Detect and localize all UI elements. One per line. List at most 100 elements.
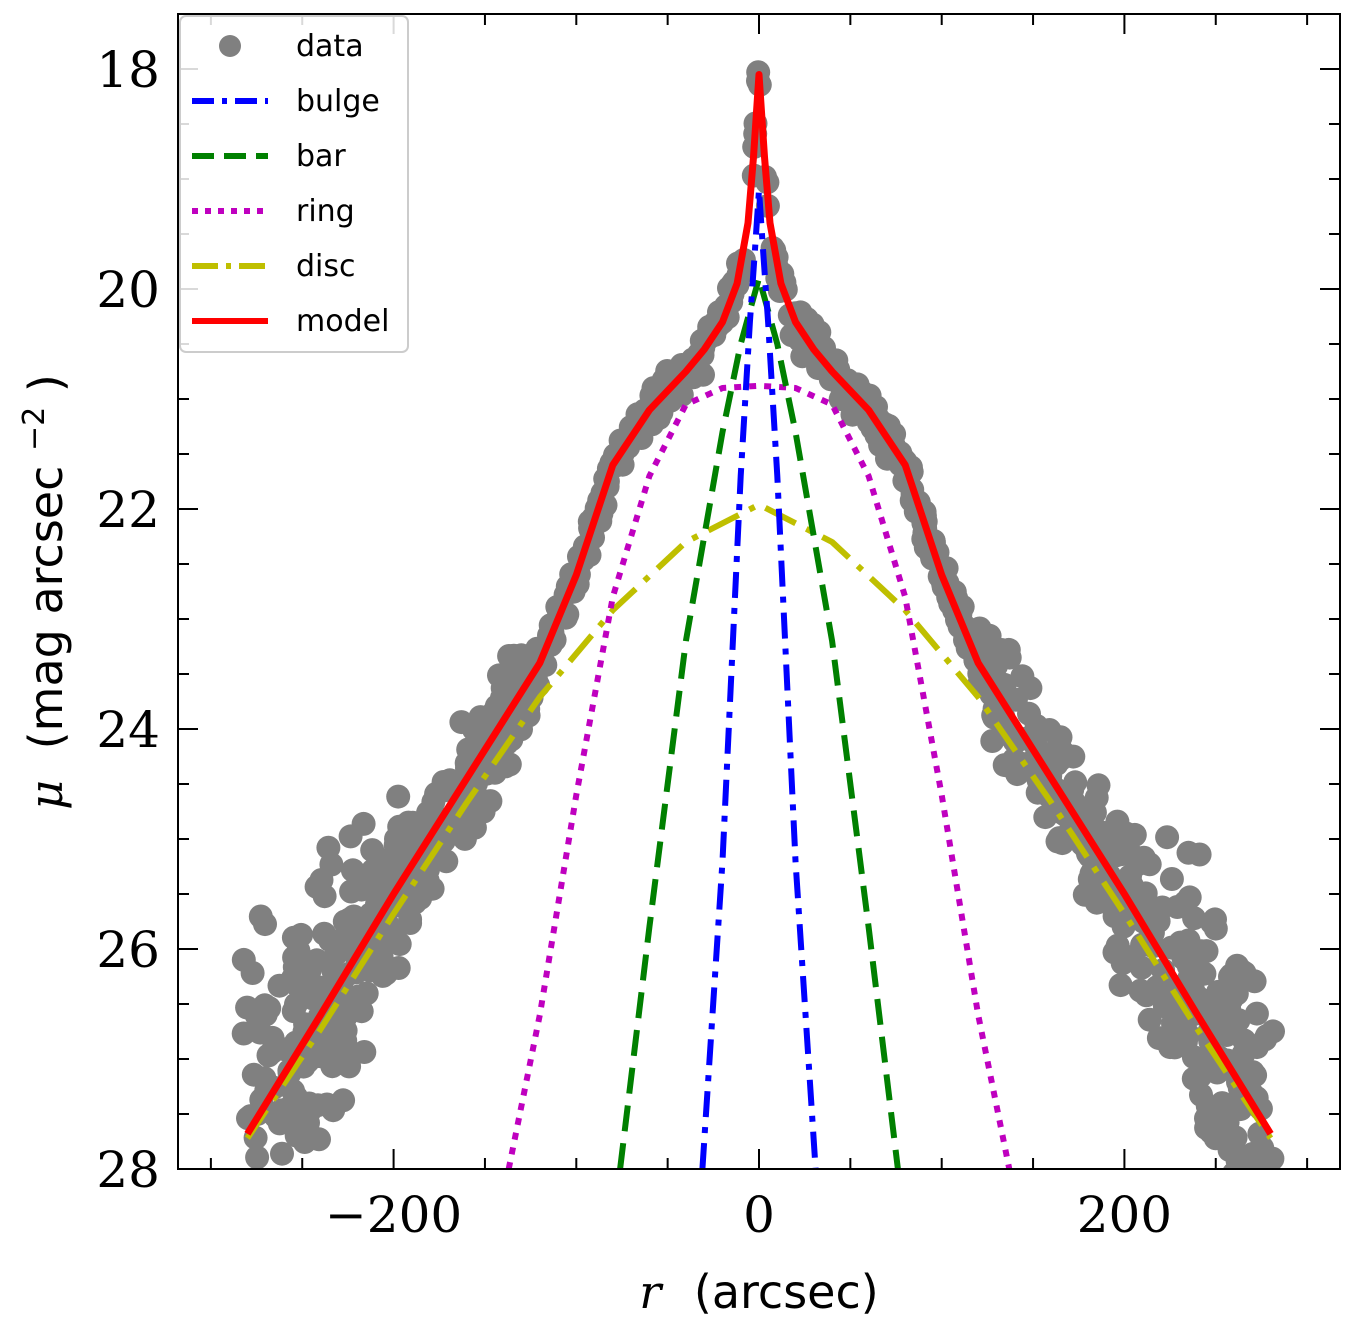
plot-frame	[177, 13, 1341, 1170]
bar-curve	[617, 275, 901, 1169]
data-point	[497, 658, 522, 683]
data-point	[1238, 1204, 1262, 1228]
y-tick-label: 26	[96, 921, 160, 979]
data-point	[981, 703, 1006, 728]
data-point	[1254, 1194, 1278, 1218]
data-point	[318, 928, 343, 953]
x-axis-symbol: r	[639, 1265, 664, 1319]
y-tick-label: 24	[96, 701, 160, 759]
data-point	[245, 1145, 270, 1169]
data-point	[1146, 909, 1171, 934]
data-point	[1129, 955, 1154, 980]
y-axis-unit: (mag arcsec	[19, 466, 73, 750]
data-point	[1195, 1094, 1220, 1119]
y-axis-label: μ (mag arcsec −2 )	[1, 374, 73, 810]
data-point	[452, 826, 477, 851]
data-point	[312, 1020, 336, 1045]
data-point	[370, 963, 395, 988]
data-point	[289, 922, 314, 947]
data-point	[1219, 962, 1244, 987]
model-curves-layer	[244, 71, 1274, 1169]
data-point	[977, 623, 1002, 648]
y-axis-unit-close: )	[19, 374, 73, 392]
data-point	[235, 995, 260, 1020]
data-point	[394, 814, 419, 839]
data-point	[491, 684, 516, 709]
x-tick-label: 200	[1077, 1186, 1172, 1244]
data-point	[252, 1216, 276, 1240]
legend-label-ring: ring	[296, 194, 355, 229]
data-point	[338, 824, 363, 849]
data-point	[1233, 1182, 1257, 1206]
data-point	[1033, 805, 1058, 830]
data-point	[1223, 1125, 1248, 1150]
data-point	[1122, 822, 1147, 847]
data-point	[1188, 1064, 1213, 1089]
data-point	[252, 1261, 276, 1285]
legend: data bulge bar ring disc model	[179, 15, 409, 353]
data-point	[449, 710, 474, 735]
data-point	[1171, 946, 1196, 971]
data-point	[339, 879, 364, 904]
data-point	[1137, 852, 1162, 877]
legend-label-data: data	[296, 29, 364, 64]
data-point	[1225, 1201, 1249, 1225]
data-point	[331, 1088, 356, 1113]
data-point	[253, 1002, 278, 1027]
data-point	[1244, 1001, 1269, 1026]
data-point	[980, 729, 1005, 753]
data-point	[1194, 939, 1219, 964]
data-point	[1084, 785, 1109, 810]
data-point	[1260, 1146, 1285, 1169]
data-point	[466, 801, 491, 826]
data-point	[253, 912, 277, 937]
data-point	[263, 1205, 287, 1229]
data-point	[312, 884, 337, 909]
data-point	[302, 1180, 326, 1204]
data-point	[1238, 1265, 1262, 1289]
data-point	[259, 1232, 283, 1256]
x-tick-labels: −200 0 200	[325, 1186, 1172, 1244]
data-point	[340, 858, 365, 883]
data-point	[997, 645, 1022, 670]
data-point	[281, 966, 305, 991]
x-tick-label: 0	[743, 1186, 775, 1244]
data-point	[1119, 842, 1144, 867]
data-point	[360, 838, 385, 863]
y-tick-labels: 18 20 22 24 26 28	[96, 41, 160, 1199]
data-point	[1108, 973, 1133, 998]
data-point	[260, 1025, 285, 1050]
y-tick-label: 22	[96, 481, 160, 539]
data-point	[1155, 825, 1180, 850]
legend-label-bar: bar	[296, 139, 346, 174]
data-point	[341, 904, 366, 929]
data-point	[293, 1172, 317, 1196]
data-point	[1134, 983, 1159, 1008]
y-axis-symbol: μ	[19, 780, 73, 810]
x-axis-unit: (arcsec)	[694, 1265, 879, 1319]
data-point	[1105, 809, 1130, 834]
data-point	[1050, 831, 1075, 856]
data-point	[1037, 718, 1062, 742]
data-point	[1003, 687, 1028, 712]
data-point	[337, 1054, 362, 1079]
data-point	[1244, 1257, 1268, 1281]
data-point	[1106, 937, 1131, 962]
data-point	[292, 1114, 317, 1139]
legend-marker-data	[219, 35, 241, 57]
x-axis-label: r (arcsec)	[639, 1265, 878, 1319]
data-point	[238, 1280, 262, 1304]
x-tick-label: −200	[325, 1186, 462, 1244]
data-point	[333, 1004, 358, 1029]
data-point	[1241, 1252, 1265, 1276]
data-point	[319, 852, 344, 877]
data-point	[1206, 979, 1231, 1004]
data-point	[1087, 820, 1112, 844]
legend-label-bulge: bulge	[296, 84, 380, 119]
model-curve	[244, 71, 1274, 1136]
legend-label-disc: disc	[296, 249, 356, 284]
data-point	[1159, 867, 1184, 891]
legend-box	[179, 15, 409, 353]
data-point	[305, 1093, 330, 1118]
